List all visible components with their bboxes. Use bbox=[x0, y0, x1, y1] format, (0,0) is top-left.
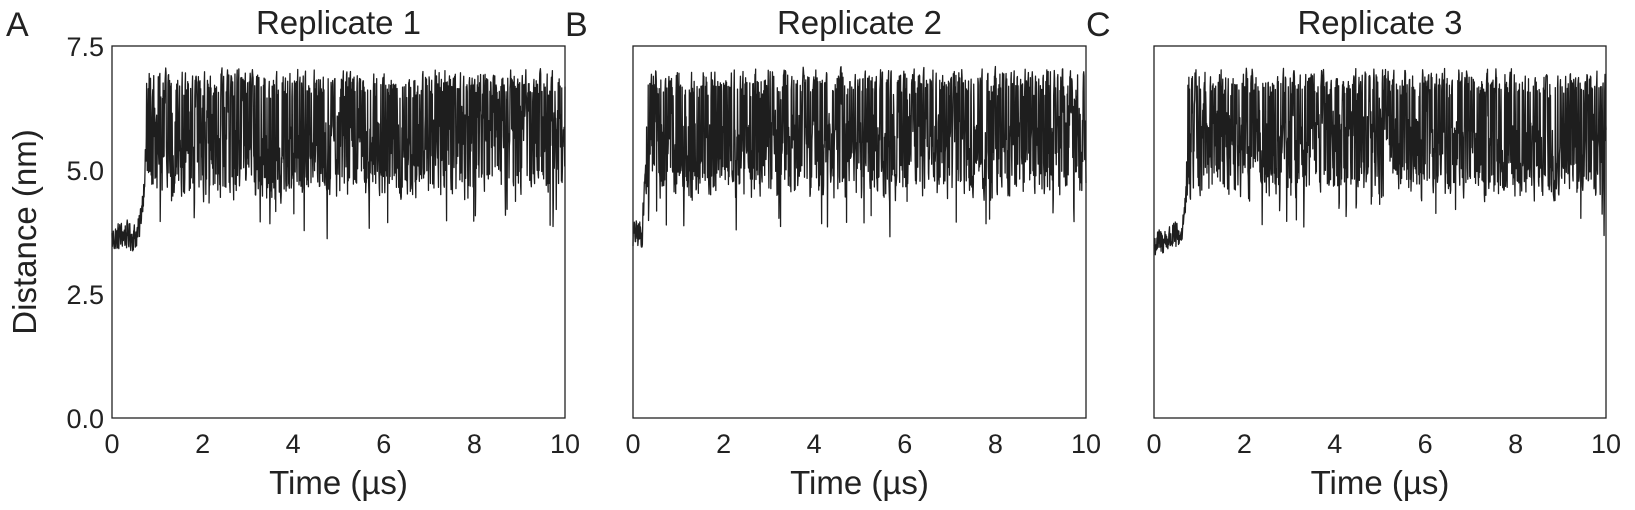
x-axis-label: Time (µs) bbox=[1311, 464, 1450, 501]
x-tick-label: 6 bbox=[376, 429, 391, 459]
panel-label: B bbox=[565, 6, 588, 44]
chart-title: Replicate 2 bbox=[777, 4, 942, 41]
y-axis-label: Distance (nm) bbox=[6, 129, 43, 334]
x-tick-label: 2 bbox=[1237, 429, 1252, 459]
x-tick-label: 2 bbox=[716, 429, 731, 459]
x-tick-label: 0 bbox=[104, 429, 119, 459]
panel-label: A bbox=[6, 6, 29, 44]
x-axis-label: Time (µs) bbox=[790, 464, 929, 501]
x-tick-label: 0 bbox=[1146, 429, 1161, 459]
x-tick-label: 6 bbox=[1418, 429, 1433, 459]
x-tick-label: 8 bbox=[467, 429, 482, 459]
x-tick-label: 10 bbox=[1071, 429, 1101, 459]
plot-frame bbox=[1153, 45, 1607, 419]
x-tick-label: 10 bbox=[1591, 429, 1621, 459]
x-tick-label: 10 bbox=[550, 429, 580, 459]
x-tick-label: 2 bbox=[195, 429, 210, 459]
x-tick-label: 6 bbox=[897, 429, 912, 459]
chart-title: Replicate 1 bbox=[256, 4, 421, 41]
panel-label: C bbox=[1086, 6, 1111, 44]
series-line-3 bbox=[1153, 67, 1607, 256]
x-tick-label: 4 bbox=[1327, 429, 1342, 459]
y-tick-label: 5.0 bbox=[66, 156, 104, 186]
plot-frame bbox=[632, 45, 1087, 419]
x-tick-label: 4 bbox=[807, 429, 822, 459]
y-tick-label: 2.5 bbox=[66, 280, 104, 310]
plot-frame bbox=[111, 45, 566, 419]
series-line-1 bbox=[111, 67, 566, 252]
series-line-2 bbox=[632, 65, 1087, 248]
y-tick-label: 0.0 bbox=[66, 404, 104, 434]
x-tick-label: 0 bbox=[625, 429, 640, 459]
y-tick-label: 7.5 bbox=[66, 32, 104, 62]
x-tick-label: 8 bbox=[988, 429, 1003, 459]
x-axis-label: Time (µs) bbox=[269, 464, 408, 501]
chart-title: Replicate 3 bbox=[1297, 4, 1462, 41]
x-tick-label: 4 bbox=[286, 429, 301, 459]
x-tick-label: 8 bbox=[1508, 429, 1523, 459]
